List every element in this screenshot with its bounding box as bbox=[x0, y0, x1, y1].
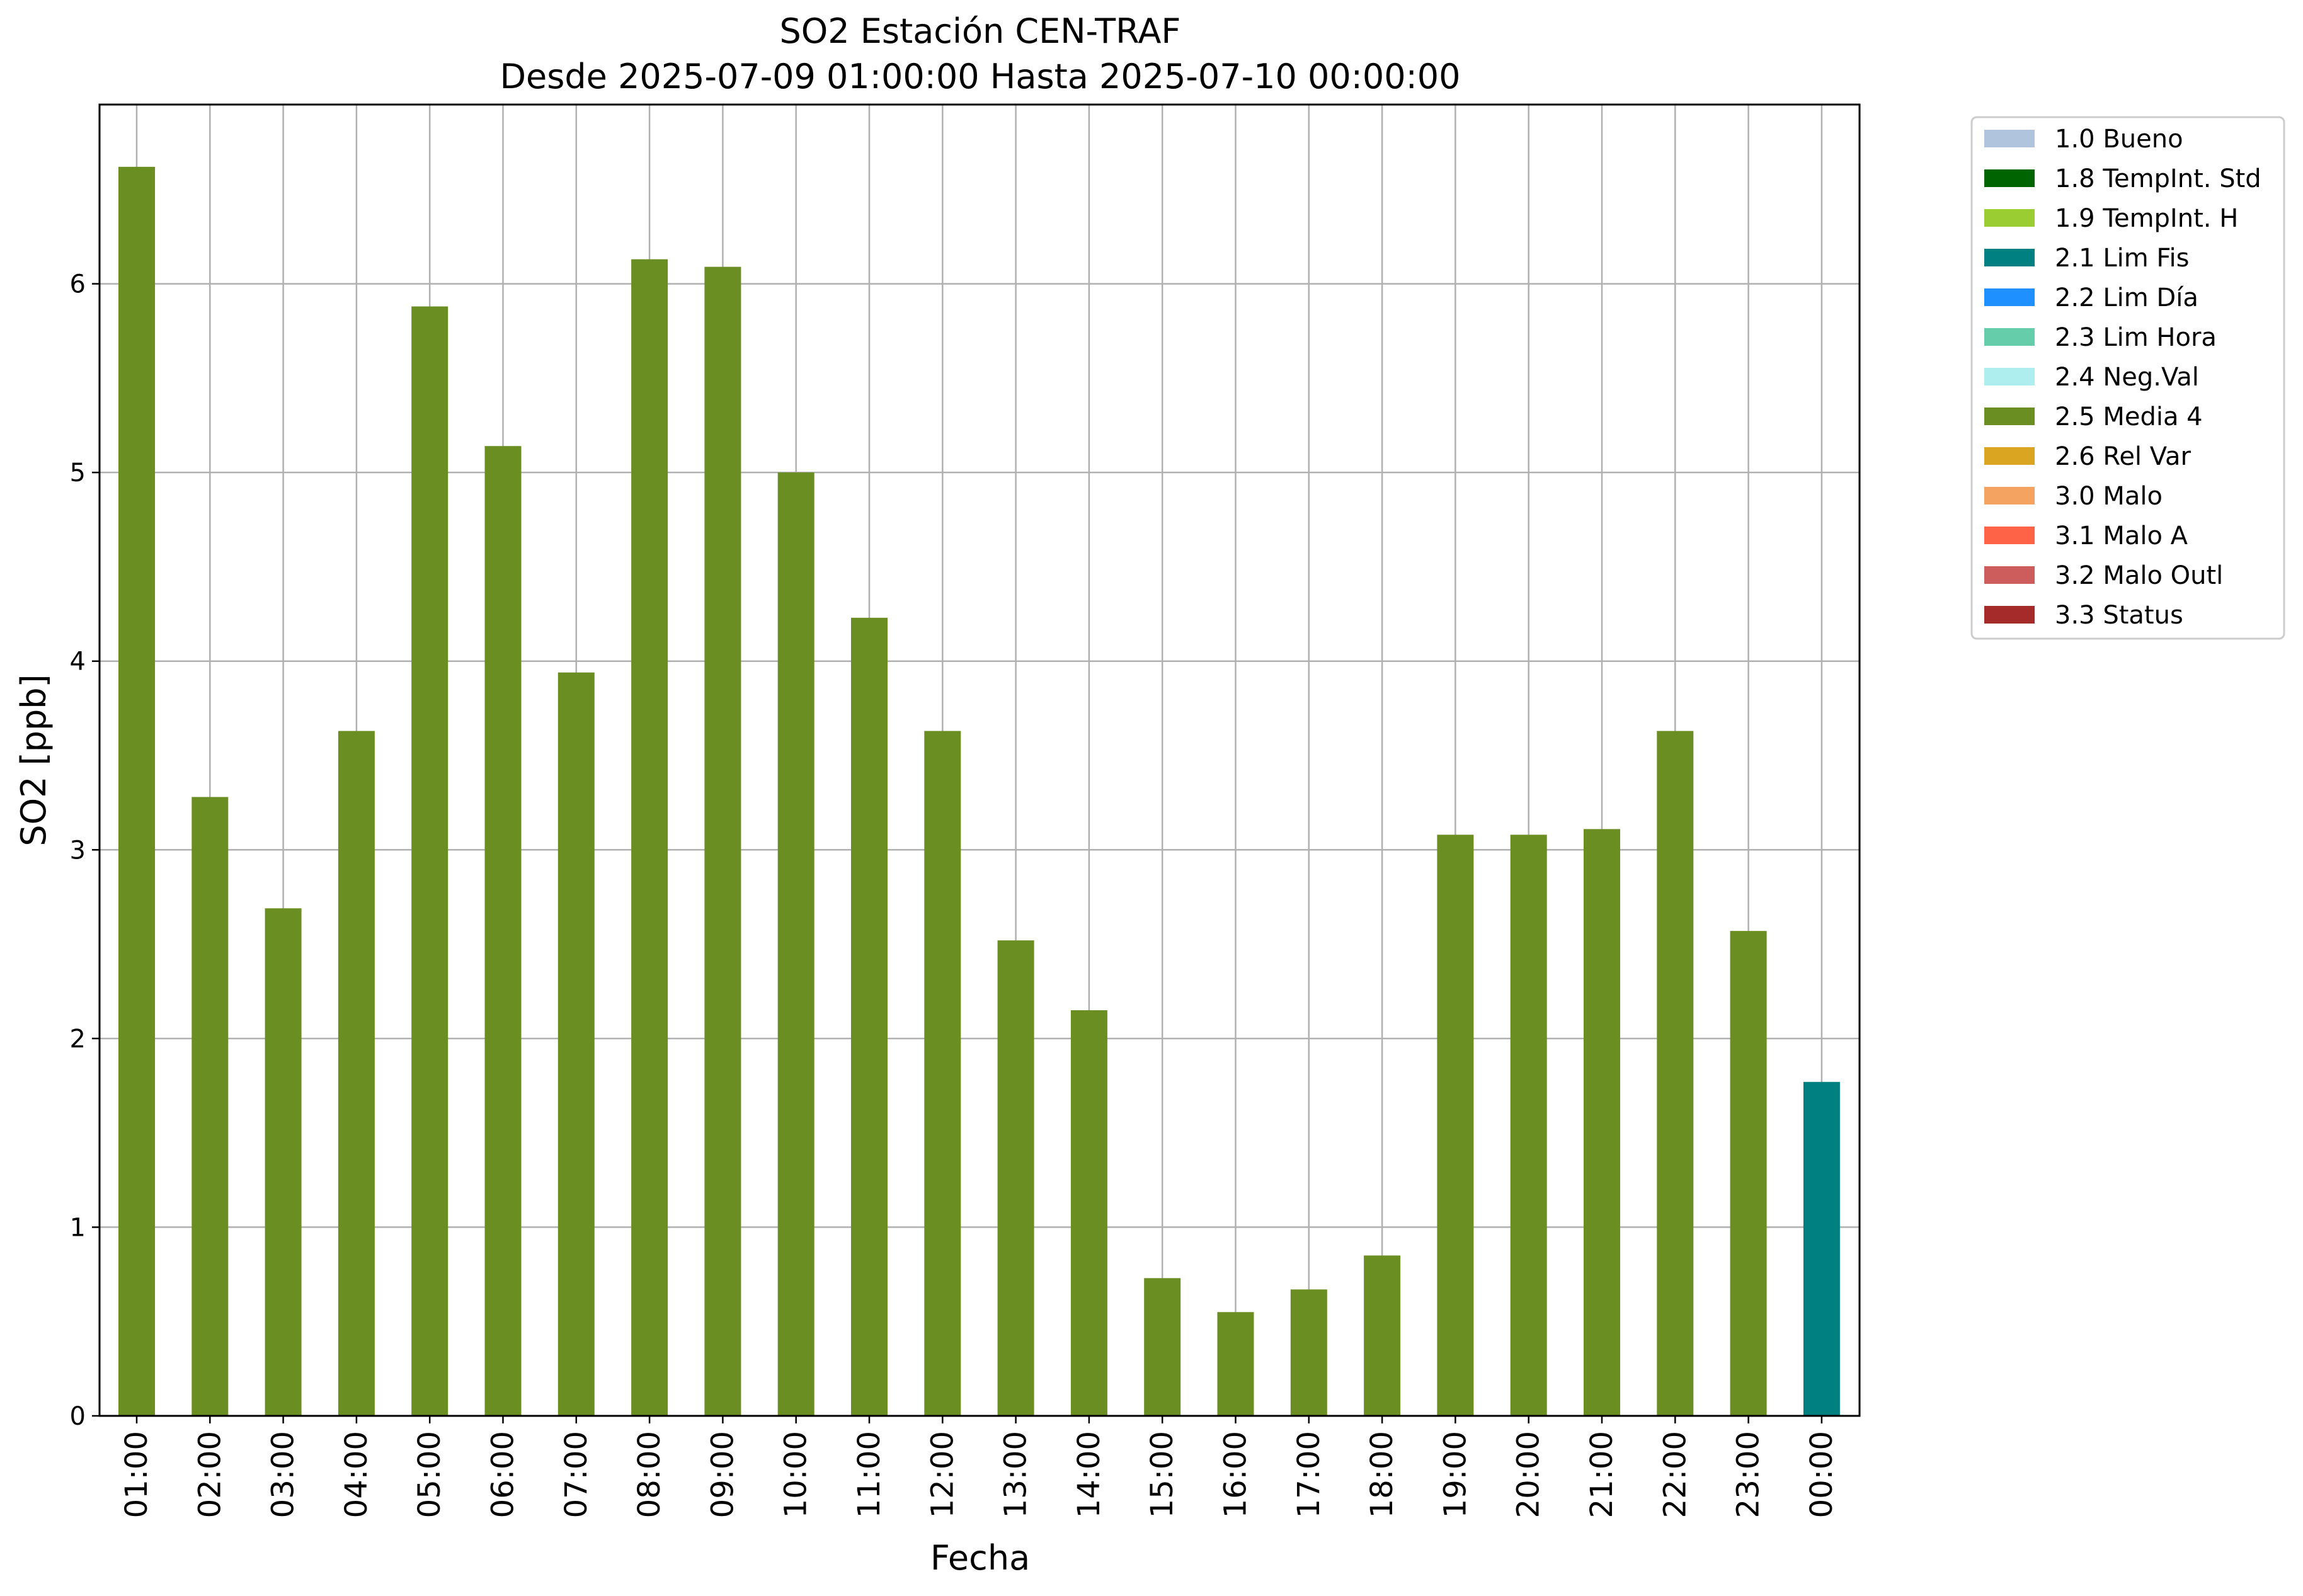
legend-label: 1.8 TempInt. Std bbox=[2055, 164, 2261, 193]
legend-swatch bbox=[1984, 566, 2035, 584]
y-axis-label: SO2 [ppb] bbox=[14, 674, 54, 846]
x-axis-ticks: 01:00 02:00 03:00 04:00 05:00 06:00 07:00 08:00… bbox=[119, 1416, 1839, 1518]
x-tick-label: 12:00 bbox=[925, 1431, 960, 1518]
x-tick-label: 13:00 bbox=[998, 1431, 1034, 1518]
x-tick-label: 07:00 bbox=[559, 1431, 594, 1518]
legend-label: 3.3 Status bbox=[2055, 601, 2183, 630]
x-axis-label: Fecha bbox=[930, 1538, 1030, 1578]
legend-swatch bbox=[1984, 368, 2035, 385]
legend-label: 2.5 Media 4 bbox=[2055, 402, 2203, 431]
legend-label: 2.3 Lim Hora bbox=[2055, 323, 2217, 352]
x-tick-label: 06:00 bbox=[486, 1431, 521, 1518]
legend-label: 2.4 Neg.Val bbox=[2055, 363, 2199, 392]
x-tick-label: 11:00 bbox=[852, 1431, 887, 1518]
plot-frame bbox=[98, 103, 1861, 1417]
y-tick-label: 3 bbox=[70, 836, 86, 865]
y-tick-label: 4 bbox=[70, 647, 86, 676]
legend-label: 2.2 Lim Día bbox=[2055, 283, 2198, 312]
bar-09:00 bbox=[704, 266, 741, 1416]
bar-22:00 bbox=[1657, 731, 1694, 1416]
legend-swatch bbox=[1984, 447, 2035, 465]
x-tick-label: 20:00 bbox=[1511, 1431, 1546, 1518]
legend-label: 1.0 Bueno bbox=[2055, 125, 2183, 154]
y-tick-label: 0 bbox=[70, 1402, 86, 1431]
x-tick-label: 08:00 bbox=[632, 1431, 667, 1518]
bar-13:00 bbox=[997, 940, 1034, 1416]
bar-20:00 bbox=[1510, 835, 1547, 1416]
y-tick-label: 1 bbox=[70, 1213, 86, 1242]
bar-15:00 bbox=[1144, 1278, 1181, 1416]
x-tick-label: 04:00 bbox=[339, 1431, 374, 1518]
legend-label: 3.2 Malo Outl bbox=[2055, 561, 2223, 590]
bar-01:00 bbox=[118, 166, 155, 1416]
bar-06:00 bbox=[484, 446, 522, 1416]
bar-14:00 bbox=[1070, 1010, 1107, 1416]
bar-02:00 bbox=[191, 797, 229, 1416]
legend-swatch bbox=[1984, 487, 2035, 504]
legend-swatch bbox=[1984, 288, 2035, 306]
x-tick-label: 10:00 bbox=[779, 1431, 814, 1518]
x-tick-label: 22:00 bbox=[1657, 1431, 1693, 1518]
y-tick-label: 2 bbox=[70, 1025, 86, 1054]
legend-box bbox=[1970, 116, 2285, 640]
legend: 1.0 Bueno 1.8 TempInt. Std 1.9 TempInt. H 2… bbox=[1970, 116, 2285, 640]
bar-04:00 bbox=[338, 731, 375, 1416]
bar-07:00 bbox=[557, 672, 595, 1416]
bars bbox=[118, 166, 1840, 1416]
x-tick-label: 16:00 bbox=[1218, 1431, 1254, 1518]
bar-19:00 bbox=[1437, 835, 1474, 1416]
legend-swatch bbox=[1984, 527, 2035, 544]
legend-swatch bbox=[1984, 130, 2035, 147]
x-tick-label: 00:00 bbox=[1804, 1431, 1839, 1518]
x-tick-label: 14:00 bbox=[1071, 1431, 1107, 1518]
x-tick-label: 21:00 bbox=[1584, 1431, 1620, 1518]
x-tick-label: 17:00 bbox=[1291, 1431, 1327, 1518]
legend-label: 2.1 Lim Fis bbox=[2055, 244, 2189, 273]
x-tick-label: 19:00 bbox=[1437, 1431, 1473, 1518]
x-tick-label: 05:00 bbox=[412, 1431, 447, 1518]
bar-21:00 bbox=[1584, 829, 1620, 1416]
legend-label: 3.1 Malo A bbox=[2055, 522, 2188, 550]
x-tick-label: 09:00 bbox=[705, 1431, 740, 1518]
bar-16:00 bbox=[1217, 1312, 1254, 1416]
bar-17:00 bbox=[1290, 1289, 1327, 1416]
y-tick-label: 6 bbox=[70, 270, 86, 299]
bar-05:00 bbox=[411, 306, 449, 1416]
legend-label: 2.6 Rel Var bbox=[2055, 442, 2192, 471]
bar-10:00 bbox=[777, 472, 814, 1416]
bar-18:00 bbox=[1364, 1255, 1401, 1416]
chart-title: SO2 Estación CEN-TRAF bbox=[779, 11, 1180, 51]
bar-11:00 bbox=[851, 617, 888, 1416]
bar-08:00 bbox=[631, 259, 668, 1416]
legend-swatch bbox=[1984, 169, 2035, 187]
x-tick-label: 15:00 bbox=[1145, 1431, 1180, 1518]
bar-23:00 bbox=[1730, 931, 1767, 1416]
legend-swatch bbox=[1984, 249, 2035, 266]
bar-12:00 bbox=[924, 731, 961, 1416]
x-tick-label: 03:00 bbox=[266, 1431, 301, 1518]
chart-subtitle: Desde 2025-07-09 01:00:00 Hasta 2025-07-… bbox=[500, 57, 1460, 96]
x-tick-label: 18:00 bbox=[1364, 1431, 1400, 1518]
x-tick-label: 01:00 bbox=[119, 1431, 154, 1518]
legend-swatch bbox=[1984, 408, 2035, 425]
x-tick-label: 02:00 bbox=[192, 1431, 227, 1518]
legend-swatch bbox=[1984, 328, 2035, 346]
bar-00:00 bbox=[1803, 1081, 1840, 1416]
bar-03:00 bbox=[265, 908, 302, 1416]
legend-label: 1.9 TempInt. H bbox=[2055, 204, 2238, 233]
legend-swatch bbox=[1984, 209, 2035, 227]
y-axis-ticks: 0 1 2 3 4 5 6 bbox=[70, 270, 100, 1431]
x-tick-label: 23:00 bbox=[1731, 1431, 1766, 1518]
y-tick-label: 5 bbox=[70, 459, 86, 487]
legend-swatch bbox=[1984, 606, 2035, 624]
legend-label: 3.0 Malo bbox=[2055, 482, 2163, 511]
